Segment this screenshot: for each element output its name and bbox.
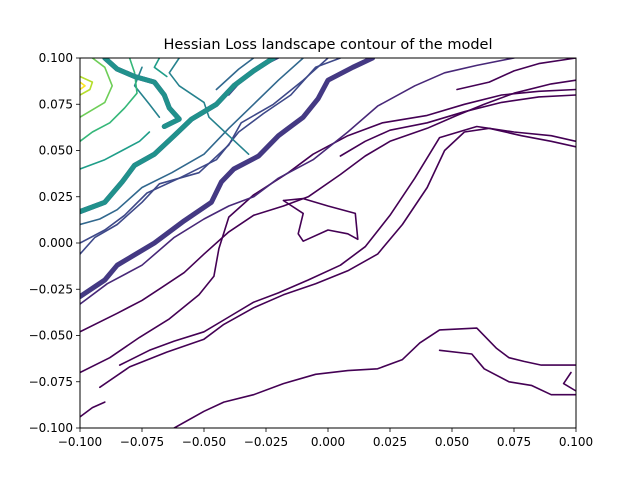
contour-line-4-1	[135, 67, 160, 117]
contour-line-0-2	[120, 127, 576, 366]
contour-line-0-5	[283, 199, 357, 242]
contour-line-11-0	[80, 58, 273, 212]
y-axis: −0.100 −0.075 −0.050 −0.025 0.000 0.025 0.050 0…	[29, 51, 80, 435]
x-tick-label: 0.025	[373, 435, 407, 449]
contour-line-5-1	[154, 58, 166, 77]
contour-line-7-0	[80, 58, 112, 117]
contour-line-9-0	[80, 82, 85, 89]
y-tick-label: 0.075	[39, 97, 73, 111]
contour-line-8-0	[80, 77, 92, 96]
contour-line-0-9	[564, 373, 576, 392]
y-tick-label: 0.000	[39, 236, 73, 250]
x-tick-label: −0.050	[182, 435, 226, 449]
y-tick-label: −0.100	[29, 421, 73, 435]
y-tick-label: −0.075	[29, 375, 73, 389]
contour-line-2-2	[229, 58, 279, 95]
x-tick-label: −0.025	[244, 435, 288, 449]
contour-line-0-1	[100, 128, 576, 387]
contour-line-0-8	[457, 58, 576, 90]
y-tick-label: 0.100	[39, 51, 73, 65]
x-tick-label: 0.075	[497, 435, 531, 449]
y-tick-label: −0.050	[29, 329, 73, 343]
x-tick-label: 0.100	[559, 435, 593, 449]
chart-title: Hessian Loss landscape contour of the mo…	[163, 37, 492, 53]
x-tick-label: −0.100	[58, 435, 102, 449]
y-tick-label: 0.050	[39, 144, 73, 158]
contour-lines	[80, 58, 576, 428]
y-tick-label: −0.025	[29, 282, 73, 296]
y-tick-label: 0.025	[39, 190, 73, 204]
contour-line-0-10	[80, 402, 105, 417]
contour-line-2-0	[80, 58, 328, 254]
contour-line-0-0	[174, 328, 576, 428]
contour-line-1-0	[80, 58, 514, 304]
contour-line-6-0	[80, 58, 137, 141]
x-tick-label: 0.000	[311, 435, 345, 449]
x-tick-label: −0.075	[120, 435, 164, 449]
x-tick-label: 0.050	[435, 435, 469, 449]
x-axis: −0.100 −0.075 −0.050 −0.025 0.000 0.025 0.050 0…	[58, 428, 593, 449]
